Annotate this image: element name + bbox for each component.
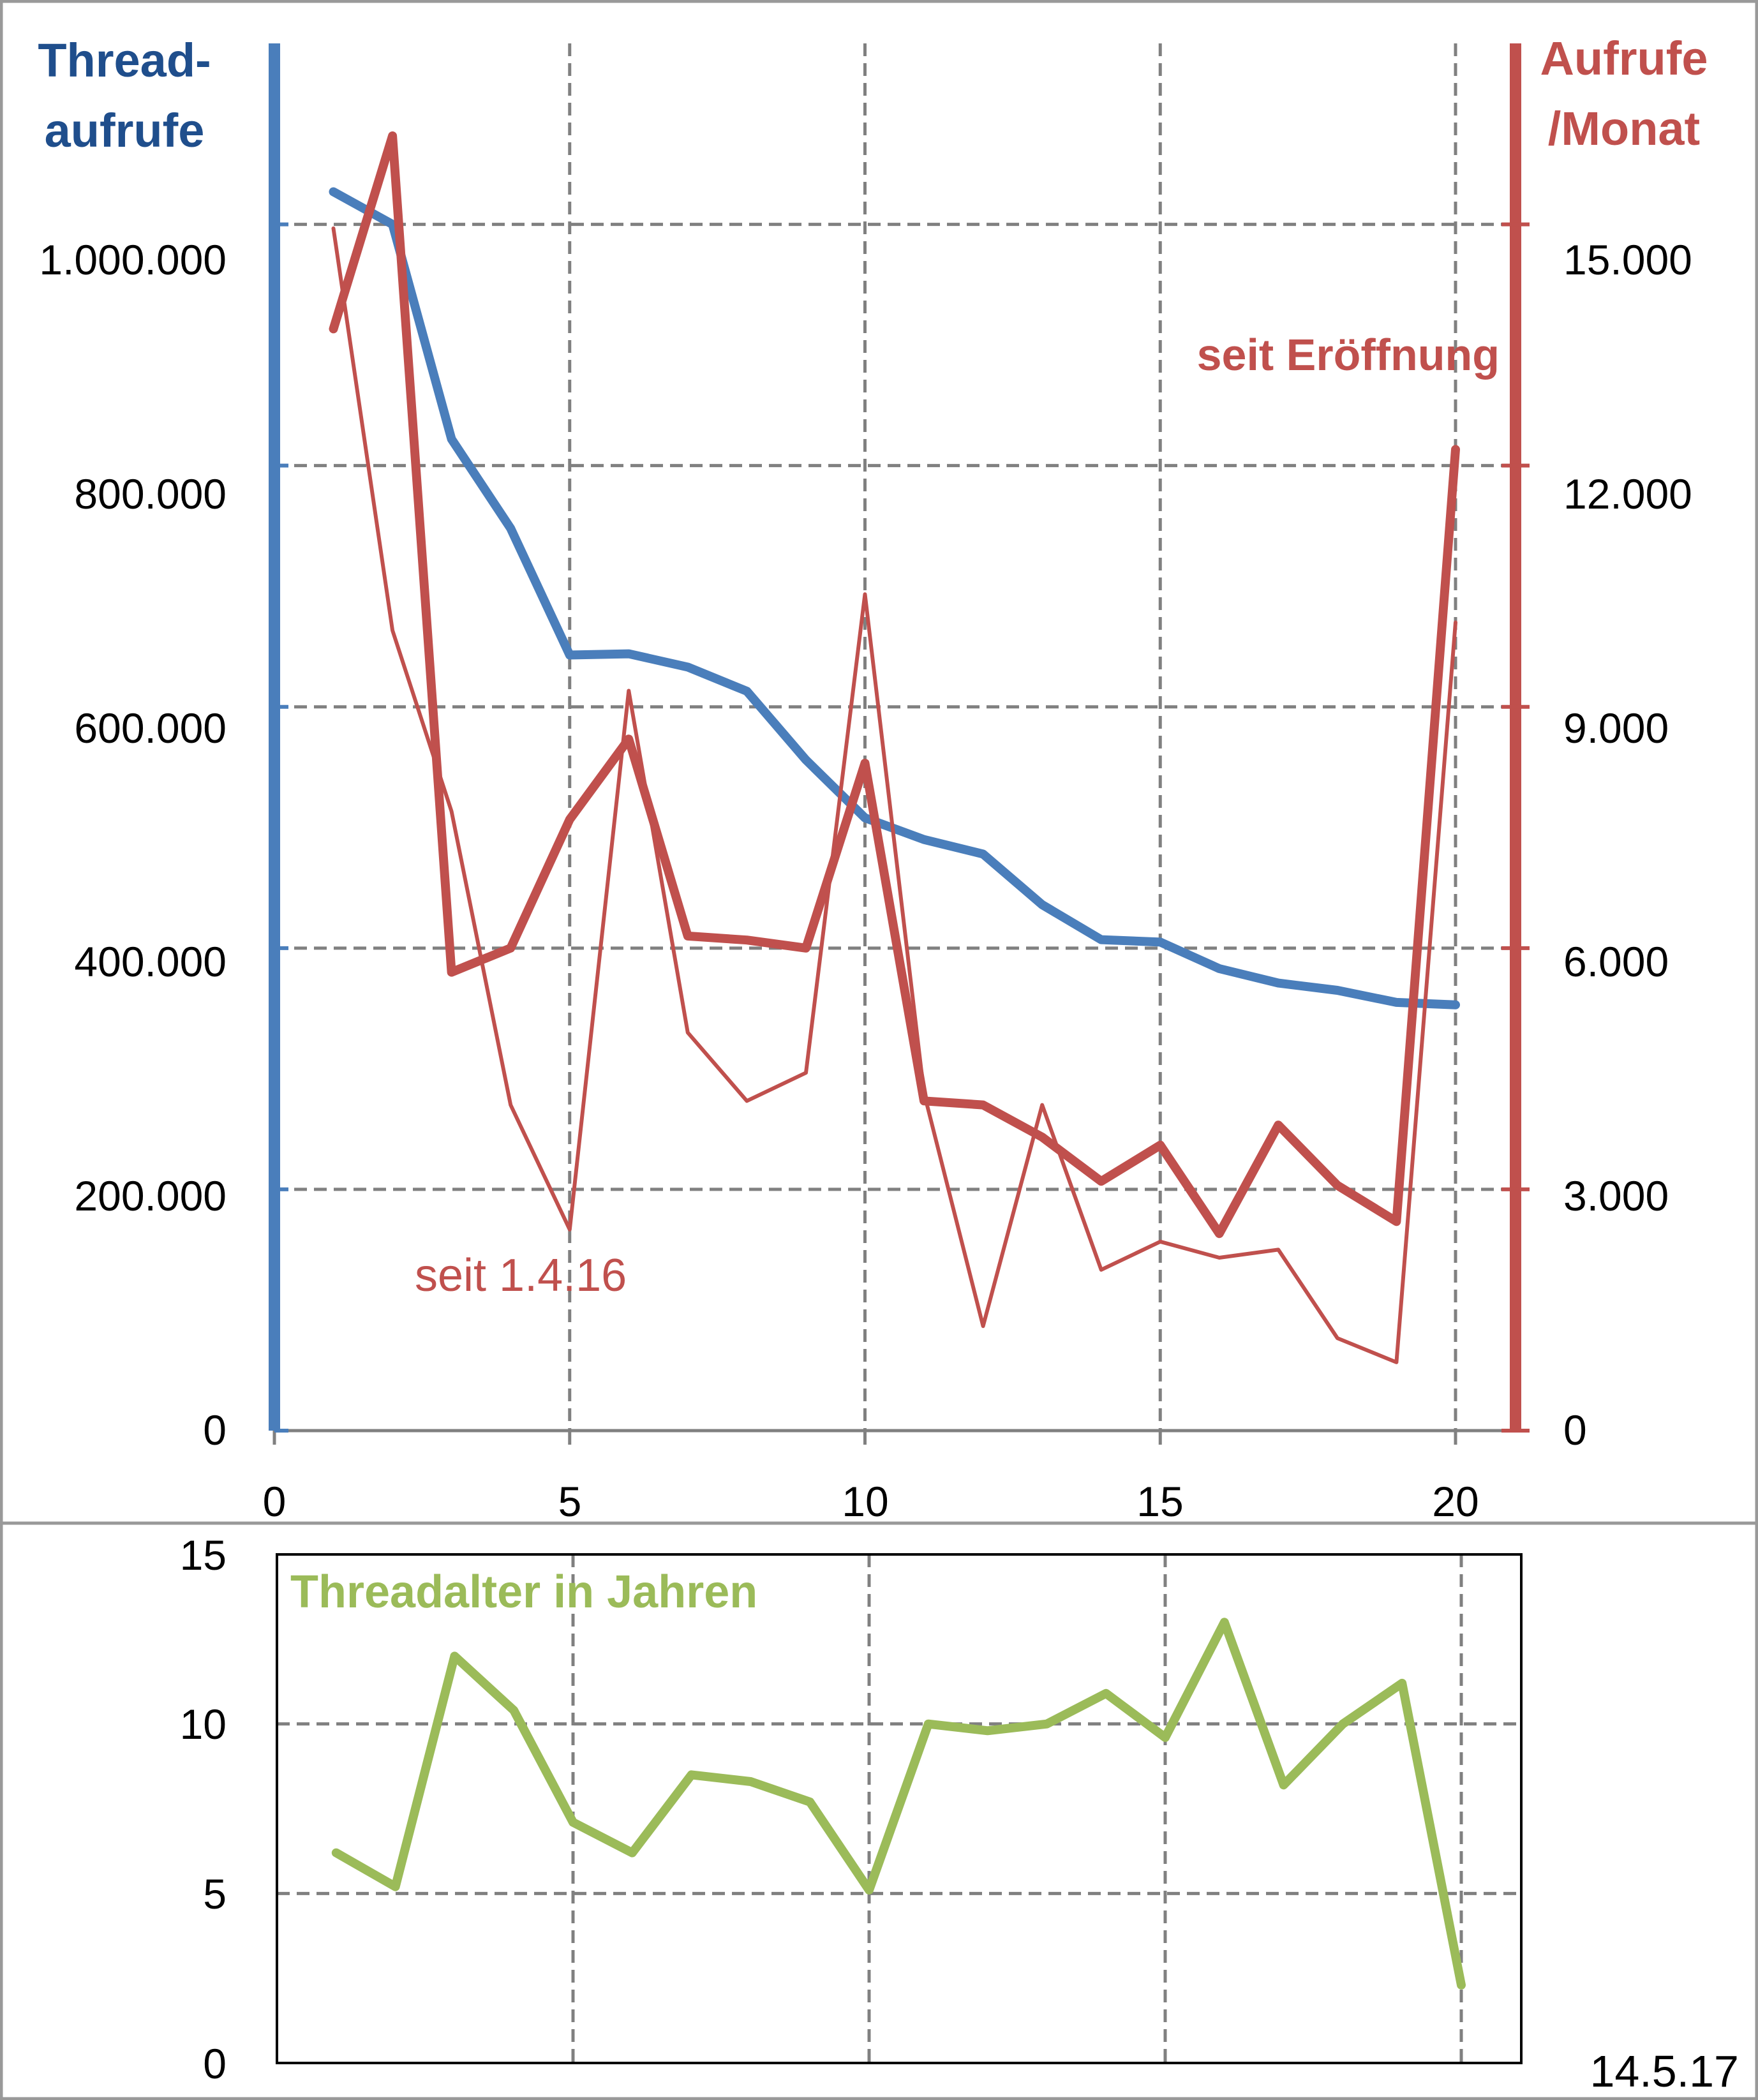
left-axis-tick-marks — [274, 222, 288, 1433]
series-label-seit-eroeffnung: seit Eröffnung — [1197, 330, 1500, 380]
x-axis-tick-marks — [272, 1431, 1457, 1445]
right-tick-label: 0 — [1563, 1406, 1587, 1454]
right-axis-tick-marks — [1501, 222, 1530, 1433]
right-tick-label: 3.000 — [1563, 1172, 1669, 1219]
date-annotation: 14.5.17 — [1590, 2046, 1739, 2096]
left-tick-label: 400.000 — [74, 938, 227, 985]
left-axis-title-line-1: Thread- — [38, 34, 211, 87]
bottom-chart: 0 5 10 15 Threadalter in Jahren 14.5.17 — [180, 1531, 1739, 2096]
left-tick-label: 800.000 — [74, 470, 227, 518]
top-panel-frame — [0, 0, 1758, 1525]
series-line-thread-views — [329, 187, 1460, 1009]
bottom-y-tick-label: 10 — [180, 1701, 227, 1748]
left-tick-label: 0 — [203, 1406, 227, 1454]
right-axis-title-line-2: /Monat — [1548, 102, 1700, 155]
bottom-panel-frame — [0, 1521, 1758, 2100]
bottom-plot-frame — [276, 1553, 1523, 2064]
bottom-chart-title: Threadalter in Jahren — [290, 1567, 757, 1618]
bottom-y-tick-label: 15 — [180, 1531, 227, 1579]
right-tick-label: 9.000 — [1563, 704, 1669, 752]
bottom-y-tick-label: 5 — [203, 1870, 227, 1918]
series-line-thread-age — [331, 1618, 1466, 1990]
right-axis-title-line-1: Aufrufe — [1540, 32, 1708, 85]
left-tick-label: 200.000 — [74, 1172, 227, 1219]
series-label-seit-1-4-16: seit 1.4.16 — [415, 1250, 627, 1301]
bottom-y-tick-label: 0 — [203, 2040, 227, 2087]
left-tick-label: 600.000 — [74, 704, 227, 752]
series-line-views-per-month-since-1-4-16 — [331, 226, 1457, 1364]
series-line-views-per-month-since-opening — [329, 131, 1460, 1239]
x-tick-label: 0 — [263, 1478, 287, 1525]
x-tick-label: 5 — [558, 1478, 582, 1525]
x-tick-label: 10 — [842, 1478, 888, 1525]
bottom-series-lines — [331, 1618, 1466, 1990]
top-gridlines — [274, 43, 1516, 1431]
left-tick-label: 1.000.000 — [39, 236, 227, 283]
right-tick-label: 15.000 — [1563, 236, 1692, 283]
right-tick-label: 12.000 — [1563, 470, 1692, 518]
top-chart: 0 5 10 15 20 0 200.000 400.000 600.000 8… — [38, 32, 1708, 1525]
top-series-lines — [329, 131, 1460, 1364]
right-tick-label: 6.000 — [1563, 938, 1669, 985]
left-axis-title-line-2: aufrufe — [45, 104, 205, 157]
x-tick-label: 15 — [1136, 1478, 1183, 1525]
x-tick-label: 20 — [1432, 1478, 1479, 1525]
